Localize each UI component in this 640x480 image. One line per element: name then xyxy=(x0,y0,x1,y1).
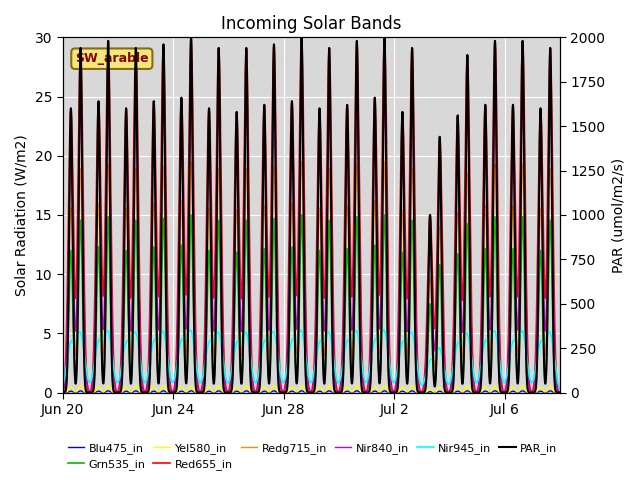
Blu475_in xyxy=(59,390,67,396)
Line: Redg715_in: Redg715_in xyxy=(63,162,560,393)
Red655_in xyxy=(381,34,388,40)
PAR_in xyxy=(192,382,200,387)
Redg715_in xyxy=(556,390,564,396)
Grn535_in xyxy=(363,390,371,396)
Blu475_in xyxy=(188,388,195,394)
Nir945_in xyxy=(451,351,459,357)
Red655_in xyxy=(548,98,556,104)
Blu475_in xyxy=(87,390,95,396)
Redg715_in xyxy=(548,208,556,214)
Nir840_in xyxy=(371,158,378,164)
Redg715_in xyxy=(363,389,371,395)
Blu475_in xyxy=(451,389,459,395)
Grn535_in xyxy=(451,332,459,337)
Line: PAR_in: PAR_in xyxy=(63,37,560,393)
PAR_in xyxy=(451,305,459,311)
PAR_in xyxy=(59,390,67,396)
Blu475_in xyxy=(548,388,556,394)
Nir945_in xyxy=(192,357,200,362)
Text: SW_arable: SW_arable xyxy=(75,52,148,65)
Line: Nir840_in: Nir840_in xyxy=(63,101,560,393)
Grn535_in xyxy=(556,390,564,396)
Line: Blu475_in: Blu475_in xyxy=(63,391,560,393)
Nir840_in xyxy=(548,156,556,161)
Grn535_in xyxy=(192,379,200,384)
Red655_in xyxy=(363,388,371,394)
PAR_in xyxy=(188,35,195,40)
Y-axis label: Solar Radiation (W/m2): Solar Radiation (W/m2) xyxy=(15,134,29,296)
Grn535_in xyxy=(371,251,378,257)
Red655_in xyxy=(556,390,564,396)
Nir840_in xyxy=(451,264,459,270)
Nir945_in xyxy=(59,384,67,389)
Nir945_in xyxy=(380,327,388,333)
Yel580_in xyxy=(59,390,67,396)
Nir840_in xyxy=(556,390,564,396)
Redg715_in xyxy=(87,389,95,395)
Grn535_in xyxy=(188,212,195,218)
Y-axis label: PAR (umol/m2/s): PAR (umol/m2/s) xyxy=(611,157,625,273)
Nir945_in xyxy=(87,378,95,384)
Nir945_in xyxy=(370,339,378,345)
Nir945_in xyxy=(548,335,556,341)
Blu475_in xyxy=(371,388,378,394)
PAR_in xyxy=(371,119,378,125)
PAR_in xyxy=(87,390,95,396)
Blu475_in xyxy=(363,390,371,396)
Blu475_in xyxy=(192,390,200,396)
Nir840_in xyxy=(363,389,371,395)
Yel580_in xyxy=(87,390,95,396)
Red655_in xyxy=(87,386,95,392)
Line: Grn535_in: Grn535_in xyxy=(63,215,560,393)
PAR_in xyxy=(556,390,564,396)
Title: Incoming Solar Bands: Incoming Solar Bands xyxy=(221,15,401,33)
PAR_in xyxy=(548,153,556,159)
Nir840_in xyxy=(192,345,200,351)
Grn535_in xyxy=(59,390,67,396)
Redg715_in xyxy=(188,159,195,165)
Yel580_in xyxy=(192,389,200,395)
Yel580_in xyxy=(363,390,371,396)
Yel580_in xyxy=(188,383,195,388)
Nir840_in xyxy=(188,98,195,104)
Redg715_in xyxy=(451,297,459,303)
Legend: Blu475_in, Grn535_in, Yel580_in, Red655_in, Redg715_in, Nir840_in, Nir945_in, PA: Blu475_in, Grn535_in, Yel580_in, Red655_… xyxy=(63,438,562,474)
Redg715_in xyxy=(192,362,200,368)
Red655_in xyxy=(370,108,378,113)
Yel580_in xyxy=(451,387,459,393)
Blu475_in xyxy=(556,390,564,396)
Line: Yel580_in: Yel580_in xyxy=(63,385,560,393)
Grn535_in xyxy=(548,259,556,264)
Redg715_in xyxy=(371,207,378,213)
PAR_in xyxy=(363,390,371,396)
Redg715_in xyxy=(59,390,67,396)
Grn535_in xyxy=(87,390,95,396)
Red655_in xyxy=(192,320,200,326)
Yel580_in xyxy=(548,384,556,390)
Nir840_in xyxy=(87,388,95,394)
Red655_in xyxy=(451,226,459,232)
Nir840_in xyxy=(59,389,67,395)
Line: Red655_in: Red655_in xyxy=(63,37,560,393)
Nir945_in xyxy=(363,379,371,385)
Red655_in xyxy=(59,389,67,395)
Yel580_in xyxy=(556,390,564,396)
Yel580_in xyxy=(371,384,378,390)
Line: Nir945_in: Nir945_in xyxy=(63,330,560,389)
Nir945_in xyxy=(556,386,564,392)
